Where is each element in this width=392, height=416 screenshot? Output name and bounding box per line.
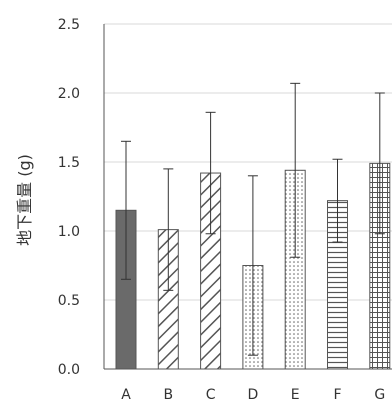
gridlines bbox=[104, 23, 392, 301]
x-tick-label-A: A bbox=[121, 387, 131, 403]
y-tick-label: 2.0 bbox=[58, 86, 80, 102]
labels: 0.0 0.5 1.0 1.5 2.0 2.5 A B C D E F G bbox=[58, 17, 385, 403]
y-tick-label: 0.5 bbox=[58, 293, 80, 309]
x-tick-label-G: G bbox=[374, 387, 385, 403]
y-tick-label: 1.0 bbox=[58, 224, 80, 240]
error-bars bbox=[121, 82, 385, 356]
x-tick-label-F: F bbox=[333, 387, 341, 403]
x-tick-label-D: D bbox=[248, 387, 259, 403]
y-tick-label: 1.5 bbox=[58, 155, 80, 171]
x-tick-label-C: C bbox=[206, 387, 216, 403]
x-tick-label-E: E bbox=[291, 387, 300, 403]
y-tick-label: 0.0 bbox=[58, 362, 80, 378]
x-tick-label-B: B bbox=[163, 387, 173, 403]
y-axis-label: 地下重量 (g) bbox=[15, 154, 34, 246]
y-tick-label: 2.5 bbox=[58, 17, 80, 33]
